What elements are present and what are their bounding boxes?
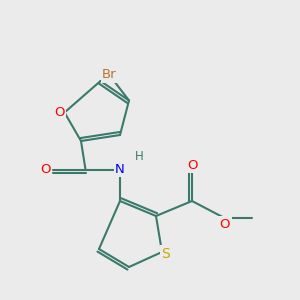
Text: N: N [115, 163, 125, 176]
Text: O: O [220, 218, 230, 231]
Text: S: S [161, 247, 170, 260]
Text: O: O [54, 106, 64, 119]
Text: O: O [187, 159, 197, 172]
Text: H: H [135, 149, 144, 163]
Text: O: O [41, 163, 51, 176]
Text: Br: Br [102, 68, 117, 82]
